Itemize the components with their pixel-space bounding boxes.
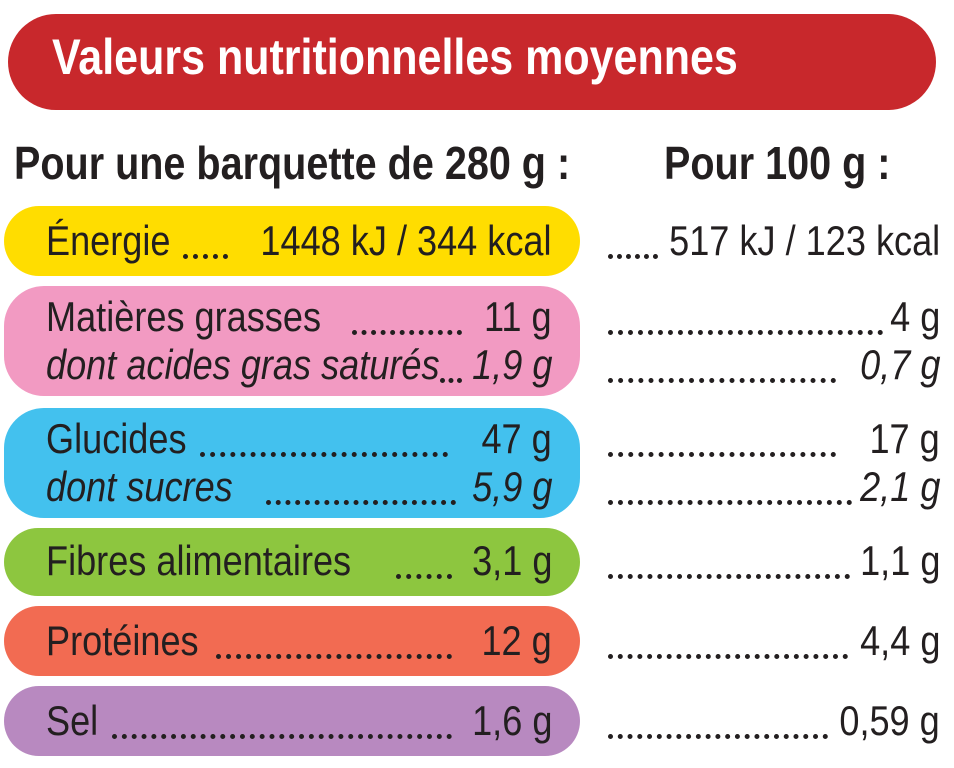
fibre-label: Fibres alimentaires — [46, 537, 352, 584]
protein-per-100g: 4,4 g — [859, 617, 940, 664]
protein-dots-right — [608, 654, 848, 659]
saturated-label: dont acides gras saturés — [46, 341, 440, 388]
sugars-dots-left — [266, 500, 456, 505]
salt-per-100g: 0,59 g — [839, 697, 940, 744]
salt-per-tray: 1,6 g — [471, 697, 552, 744]
carbs-dots-right — [608, 452, 836, 457]
fat-dots-left — [352, 330, 462, 335]
nutrient-row-protein: Protéines 12 g 4,4 g — [0, 620, 954, 666]
energy-dots-left — [183, 254, 228, 259]
nutrient-row-fat: Matières grasses 11 g 4 g — [0, 296, 954, 342]
energy-per-tray: 1448 kJ / 344 kcal — [260, 217, 552, 264]
header-per-tray: Pour une barquette de 280 g : — [14, 137, 571, 189]
energy-per-100g: 517 kJ / 123 kcal — [668, 217, 940, 264]
nutrient-row-saturated: dont acides gras saturés 1,9 g 0,7 g — [0, 344, 954, 390]
sugars-dots-right — [608, 500, 852, 505]
salt-dots-left — [112, 734, 452, 739]
fat-label: Matières grasses — [46, 293, 322, 340]
protein-dots-left — [216, 654, 452, 659]
saturated-per-100g: 0,7 g — [859, 341, 940, 388]
fibre-per-100g: 1,1 g — [859, 537, 940, 584]
sugars-per-100g: 2,1 g — [859, 463, 940, 510]
fibre-pill — [4, 528, 580, 596]
nutrient-row-energy: Énergie 1448 kJ / 344 kcal 517 kJ / 123 … — [0, 220, 954, 266]
title-banner: Valeurs nutritionnelles moyennes — [8, 14, 936, 110]
nutrient-row-carbs: Glucides 47 g 17 g — [0, 418, 954, 464]
nutrient-row-salt: Sel 1,6 g 0,59 g — [0, 700, 954, 746]
carbs-dots-left — [200, 452, 448, 457]
fibre-dots-left — [396, 574, 452, 579]
fibre-per-tray: 3,1 g — [471, 537, 552, 584]
energy-label: Énergie — [46, 217, 171, 264]
carbs-pill — [4, 408, 580, 518]
energy-pill — [4, 206, 580, 276]
carbs-per-100g: 17 g — [869, 415, 940, 462]
sugars-per-tray: 5,9 g — [471, 463, 552, 510]
fat-pill — [4, 286, 580, 396]
saturated-per-tray: 1,9 g — [471, 341, 552, 388]
protein-per-tray: 12 g — [481, 617, 552, 664]
header-per-100g: Pour 100 g : — [664, 137, 891, 189]
table-title: Valeurs nutritionnelles moyennes — [52, 29, 738, 85]
fat-per-100g: 4 g — [889, 293, 940, 340]
saturated-dots-left — [440, 378, 462, 383]
fibre-dots-right — [608, 574, 850, 579]
carbs-per-tray: 47 g — [481, 415, 552, 462]
saturated-dots-right — [608, 378, 836, 383]
fat-dots-right — [608, 330, 883, 335]
salt-label: Sel — [46, 697, 99, 744]
protein-label: Protéines — [46, 617, 199, 664]
fat-per-tray: 11 g — [484, 293, 552, 340]
nutrient-row-fibre: Fibres alimentaires 3,1 g 1,1 g — [0, 540, 954, 586]
energy-dots-right — [608, 254, 658, 259]
protein-pill — [4, 606, 580, 676]
sugars-label: dont sucres — [46, 463, 233, 510]
nutrient-row-sugars: dont sucres 5,9 g 2,1 g — [0, 466, 954, 512]
salt-pill — [4, 686, 580, 756]
carbs-label: Glucides — [46, 415, 187, 462]
salt-dots-right — [608, 734, 828, 739]
